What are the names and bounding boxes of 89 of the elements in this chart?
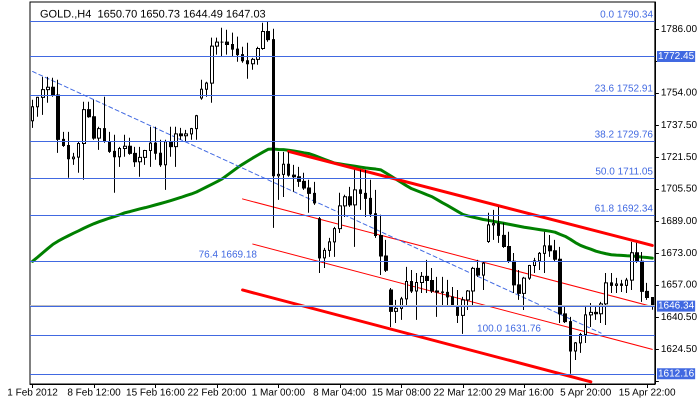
y-tick-label: 1657.00	[660, 280, 698, 291]
candlestick	[231, 32, 234, 58]
candlestick	[246, 42, 249, 80]
x-tick-label: 29 Mar 16:00	[494, 388, 554, 398]
candlestick	[36, 96, 39, 118]
candlestick	[118, 146, 121, 168]
candlestick	[287, 151, 290, 178]
x-tick-label: 15 Mar 08:00	[372, 388, 432, 398]
candlestick	[72, 152, 75, 166]
candlestick	[492, 209, 495, 240]
ref-line-label: 1646.34	[658, 300, 695, 312]
candlestick	[272, 28, 275, 228]
candlestick	[113, 134, 116, 194]
ref-line-label: 1612.16	[658, 368, 695, 380]
candlestick	[441, 276, 444, 308]
x-tick-label: 1 Mar 00:00	[252, 388, 306, 398]
x-tick-label: 8 Feb 12:00	[67, 388, 122, 398]
candlestick	[528, 264, 531, 280]
candlestick	[103, 96, 106, 144]
ref-line-label: 23.6 1752.91	[594, 84, 654, 95]
x-tick-label: 22 Mar 12:00	[433, 388, 493, 398]
candlestick	[190, 127, 193, 140]
candlestick	[620, 279, 623, 292]
candlestick	[333, 226, 336, 258]
x-tick-label: 8 Mar 04:00	[313, 388, 367, 398]
ref-line-label: 0.0 1790.34	[600, 10, 654, 21]
y-tick-label: 1624.50	[660, 344, 698, 355]
candlestick	[318, 216, 321, 274]
x-tick-label: 1 Feb 2012	[7, 388, 58, 398]
candlestick	[569, 316, 572, 374]
ref-line-label: 38.2 1729.76	[594, 130, 654, 141]
line-series	[31, 148, 654, 263]
candlestick	[236, 36, 239, 62]
candlestick	[77, 141, 80, 174]
candlestick	[159, 139, 162, 168]
candlestick	[487, 212, 490, 244]
candlestick	[579, 332, 582, 354]
candlestick	[625, 277, 628, 294]
x-tick-label: 15 Feb 16:00	[126, 388, 186, 398]
ref-line-label: 61.8 1692.34	[594, 204, 654, 215]
candlestick	[497, 206, 500, 244]
y-tick-label: 1721.50	[660, 152, 698, 163]
x-tick-label: 5 Apr 20:00	[560, 388, 612, 398]
candlestick	[205, 81, 208, 98]
candlestick	[108, 131, 111, 154]
candlestick	[405, 266, 408, 308]
candlestick	[195, 114, 198, 140]
candlestick	[154, 126, 157, 160]
candlestick	[369, 179, 372, 218]
x-tick-label: 15 Apr 22:00	[618, 388, 676, 398]
candlestick	[538, 251, 541, 270]
candlestick	[610, 272, 613, 294]
candlestick	[482, 261, 485, 290]
ref-line-label: 76.4 1669.18	[198, 249, 258, 260]
y-tick-label: 1786.00	[660, 24, 698, 36]
candlestick	[584, 306, 587, 344]
candlestick	[364, 169, 367, 218]
candlestick	[359, 169, 362, 210]
candlestick	[277, 151, 280, 200]
candlestick	[149, 126, 152, 168]
candlestick	[543, 231, 546, 274]
y-tick-label: 1737.50	[660, 120, 698, 132]
candlestick	[451, 286, 454, 306]
y-tick-label: 1673.00	[660, 248, 698, 259]
ref-line-label: 1772.45	[658, 51, 695, 62]
candlestick	[313, 181, 316, 206]
candlestick	[415, 272, 418, 320]
y-tick-label: 1754.00	[660, 88, 698, 99]
candlestick	[374, 189, 377, 238]
candlestick	[533, 257, 536, 274]
candlestick	[446, 279, 449, 306]
candlestick	[67, 131, 70, 178]
candlestick	[456, 289, 459, 324]
y-tick-label: 1705.50	[660, 184, 698, 195]
ref-line-label: 100.0 1631.76	[477, 323, 542, 334]
text: GOLD.,H4 1650.70 1650.73 1644.49 1647.03	[40, 8, 266, 20]
candlestick	[615, 277, 618, 294]
candlestick	[328, 237, 331, 258]
candlestick	[574, 342, 577, 361]
candlestick	[282, 151, 285, 198]
candlestick	[323, 247, 326, 269]
candlestick	[164, 139, 167, 190]
candlestick	[241, 46, 244, 64]
candlestick	[200, 79, 203, 100]
y-tick-label: 1640.50	[660, 312, 698, 324]
y-tick-label: 1689.00	[660, 216, 698, 228]
x-tick-label: 22 Feb 20:00	[187, 388, 247, 398]
candlestick	[410, 269, 413, 294]
ref-line-label: 50.0 1711.05	[595, 166, 654, 178]
